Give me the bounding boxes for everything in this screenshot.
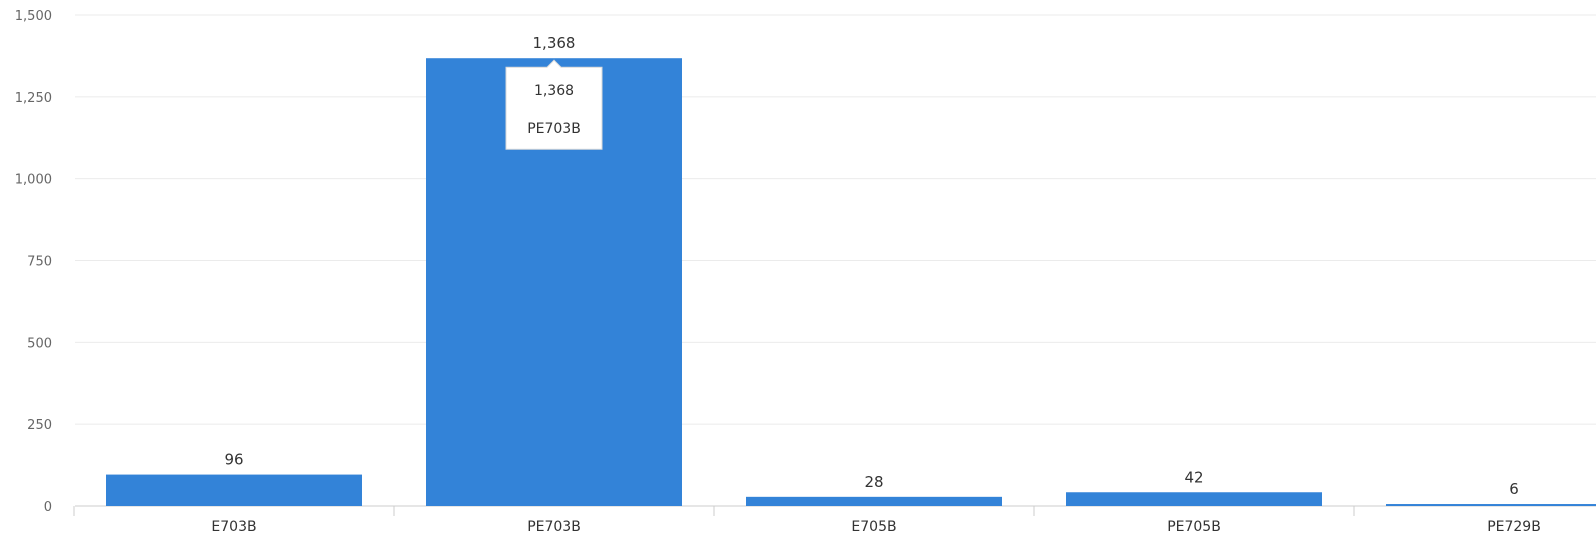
tooltip-category: PE703B (527, 121, 581, 137)
y-tick-label: 0 (44, 500, 52, 515)
tooltip: 1,368 PE703B (505, 59, 603, 150)
y-tick-label: 1,500 (15, 9, 52, 24)
data-label: 28 (864, 473, 883, 491)
bar-e705b[interactable] (746, 496, 1002, 506)
x-tick-label: PE705B (1167, 519, 1221, 535)
data-label: 42 (1184, 468, 1203, 486)
y-tick-label: 250 (27, 418, 52, 433)
x-tick-label: PE729B (1487, 519, 1541, 535)
gridlines (75, 14, 1596, 425)
y-tick-label: 500 (27, 336, 52, 351)
x-axis: E703B PE703B E705B PE705B PE729B (73, 505, 1596, 535)
bar-pe705b[interactable] (1066, 492, 1322, 506)
bars (106, 58, 1596, 506)
data-labels: 96 1,368 28 42 6 (224, 34, 1518, 498)
x-tick-label: PE703B (527, 519, 581, 535)
tooltip-box (505, 59, 603, 150)
data-label: 6 (1509, 480, 1519, 498)
x-tick-label: E703B (211, 519, 256, 535)
bar-e703b[interactable] (106, 474, 362, 506)
y-axis: 0 250 500 750 1,000 1,250 1,500 (15, 9, 52, 515)
bar-pe729b[interactable] (1386, 504, 1596, 506)
data-label: 1,368 (533, 34, 576, 52)
y-tick-label: 750 (27, 255, 52, 270)
data-label: 96 (224, 451, 243, 469)
tooltip-value: 1,368 (534, 83, 574, 99)
y-tick-label: 1,000 (15, 173, 52, 188)
x-tick-label: E705B (851, 519, 896, 535)
y-tick-label: 1,250 (15, 91, 52, 106)
